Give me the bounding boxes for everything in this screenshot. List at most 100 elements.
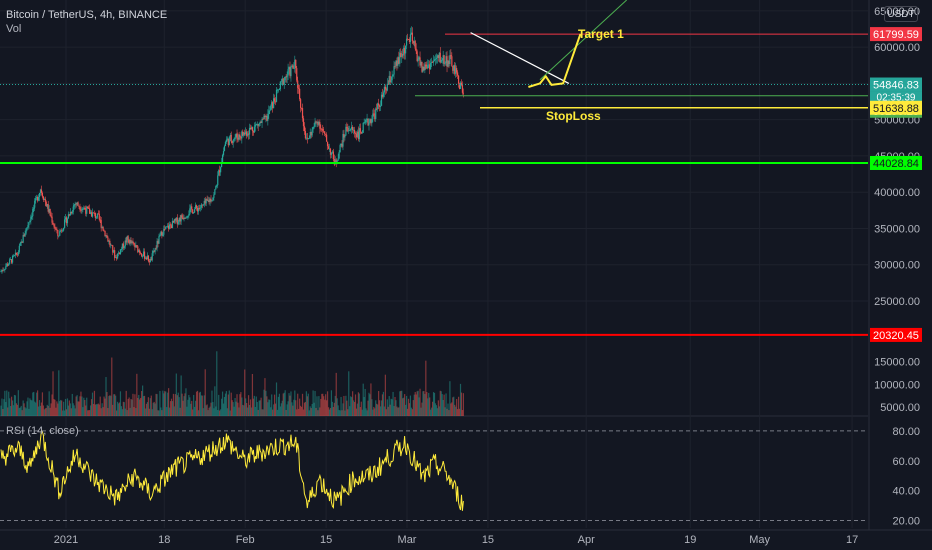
candle-body: [300, 107, 303, 109]
candle-body: [229, 134, 231, 137]
volume-bar: [432, 392, 435, 416]
volume-bar: [36, 392, 38, 416]
candle-body: [324, 131, 326, 134]
candle-body: [351, 126, 353, 129]
volume-bar: [27, 397, 29, 416]
candle-body: [161, 231, 163, 236]
candle-body: [188, 214, 190, 217]
volume-bar: [41, 392, 44, 416]
volume-bar: [3, 399, 5, 416]
candle-body: [180, 215, 182, 222]
candle-body: [301, 108, 304, 119]
volume-bar: [137, 397, 139, 416]
candle-body: [353, 129, 356, 134]
candle-body: [203, 200, 205, 205]
x-tick-label: 2021: [54, 534, 78, 546]
candle-body: [329, 148, 332, 155]
candle-body: [127, 236, 129, 240]
volume-bar: [37, 390, 39, 416]
volume-bar: [101, 403, 103, 416]
volume-bar: [47, 405, 49, 416]
volume-bar: [111, 357, 113, 416]
volume-bar: [313, 402, 315, 416]
volume-bar: [187, 399, 189, 416]
volume-bar: [320, 398, 322, 416]
volume-bar: [301, 393, 304, 416]
volume-bar: [416, 391, 418, 416]
volume-bar: [123, 402, 125, 416]
volume-bar: [117, 403, 120, 416]
volume-bar: [25, 408, 27, 416]
candle-body: [116, 253, 119, 259]
candle-body: [145, 257, 148, 260]
x-tick-label: 15: [320, 534, 332, 546]
volume-bar: [76, 395, 78, 416]
candle-body: [135, 245, 137, 248]
volume-bar: [22, 400, 24, 416]
volume-bar: [460, 392, 463, 416]
candle-body: [352, 129, 355, 131]
volume-bar: [193, 394, 195, 416]
volume-bar: [455, 406, 457, 416]
volume-bar: [215, 406, 217, 416]
volume-bar: [377, 404, 379, 416]
volume-bar: [57, 403, 59, 416]
candle-body: [114, 250, 116, 258]
candle-body: [141, 253, 143, 257]
candle-body: [456, 68, 458, 73]
candle-body: [298, 87, 300, 89]
volume-bar: [49, 407, 51, 416]
volume-bar: [67, 405, 70, 416]
candle-body: [211, 200, 213, 202]
volume-bar: [274, 403, 277, 416]
candle-body: [411, 32, 413, 42]
candle-body: [454, 65, 456, 74]
candle-body: [14, 252, 17, 256]
candle-body: [378, 103, 380, 106]
candle-body: [345, 126, 347, 136]
candle-body: [327, 146, 330, 149]
volume-bar: [203, 395, 205, 416]
volume-bar: [60, 399, 62, 416]
volume-bar: [295, 400, 297, 416]
rsi-tick-label: 80.00: [892, 426, 920, 438]
volume-bar: [161, 410, 163, 416]
volume-bar: [91, 392, 94, 416]
candle-body: [367, 118, 369, 126]
volume-bar: [139, 399, 141, 416]
candle-body: [354, 133, 357, 135]
candle-body: [394, 66, 396, 67]
volume-bar: [6, 390, 8, 416]
candle-body: [323, 130, 325, 132]
volume-bar: [54, 399, 56, 416]
candle-body: [334, 159, 336, 165]
volume-bar: [326, 400, 328, 416]
volume-bar: [444, 407, 446, 416]
volume-label: Vol: [6, 23, 22, 35]
candle-body: [60, 230, 62, 232]
volume-bar: [52, 371, 54, 416]
volume-bar: [405, 404, 407, 416]
candle-body: [163, 228, 165, 235]
volume-bar: [382, 391, 385, 416]
candle-body: [23, 235, 25, 237]
volume-bar: [415, 394, 417, 416]
volume-bar: [95, 404, 97, 416]
volume-bar: [344, 410, 346, 416]
currency-button[interactable]: USDT: [884, 6, 918, 22]
candle-body: [65, 217, 68, 224]
volume-bar: [457, 409, 459, 416]
candle-body: [419, 57, 421, 66]
volume-bar: [63, 410, 66, 416]
rsi-tick-label: 20.00: [892, 516, 920, 528]
candle-body: [122, 243, 124, 249]
candle-body: [286, 75, 288, 78]
candle-body: [292, 65, 294, 69]
candle-body: [430, 62, 432, 70]
volume-bar: [403, 397, 405, 416]
candle-body: [80, 210, 82, 211]
candle-body: [447, 60, 449, 67]
candle-body: [190, 206, 192, 209]
candle-body: [269, 110, 271, 112]
volume-bar: [154, 403, 156, 416]
